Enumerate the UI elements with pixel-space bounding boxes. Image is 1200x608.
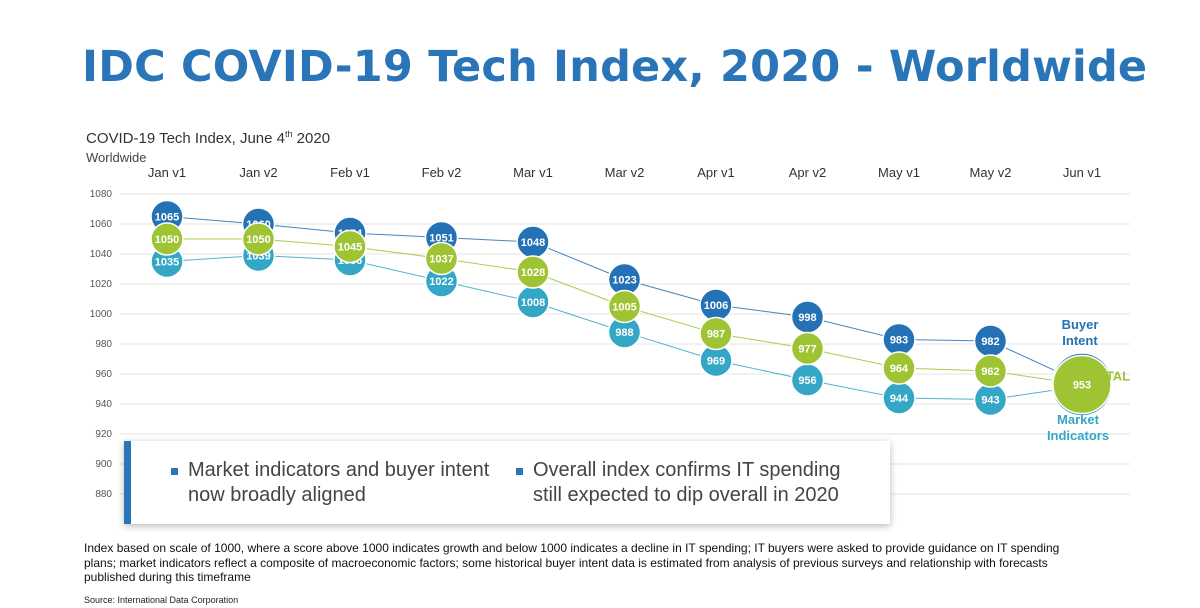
x-tick-label: Jan v1	[148, 165, 186, 180]
x-tick-label: Mar v1	[513, 165, 553, 180]
x-tick-label: Jan v2	[239, 165, 277, 180]
subtitle-sup: th	[285, 129, 293, 139]
data-label: 987	[707, 329, 725, 341]
y-tick-label: 880	[95, 489, 112, 500]
data-point	[607, 289, 642, 324]
x-tick-label: May v2	[970, 165, 1012, 180]
data-label: 1065	[155, 212, 179, 224]
data-label: 943	[981, 395, 999, 407]
data-point	[516, 255, 550, 289]
data-point	[241, 222, 276, 256]
data-label: 983	[890, 335, 908, 347]
data-label: 1051	[429, 233, 453, 245]
data-label: 1028	[521, 267, 545, 279]
data-point	[333, 229, 367, 264]
series-label-total: TOTAL	[1088, 369, 1130, 384]
series-label-market-indicators: Market	[1057, 412, 1100, 427]
data-point	[790, 331, 825, 366]
x-tick-label: Jun v1	[1063, 165, 1101, 180]
subtitle-year: 2020	[292, 130, 331, 147]
data-label: 988	[615, 327, 633, 339]
callout-box: Market indicators and buyer intent now b…	[124, 441, 890, 524]
data-label: 1048	[521, 237, 545, 249]
callout-bullet-1: Market indicators and buyer intent now b…	[171, 458, 518, 508]
y-tick-label: 1040	[90, 249, 113, 260]
x-tick-label: Feb v1	[330, 165, 370, 180]
y-tick-label: 1020	[90, 279, 113, 290]
callout-bullet-1-text: Market indicators and buyer intent now b…	[188, 459, 490, 506]
data-label: 1005	[612, 302, 636, 314]
data-point	[699, 316, 733, 351]
y-tick-label: 1000	[90, 309, 113, 320]
x-tick-label: Apr v1	[697, 165, 735, 180]
data-label: 964	[890, 363, 909, 375]
data-label: 1037	[429, 254, 453, 266]
x-tick-label: Apr v2	[789, 165, 827, 180]
data-label: 1045	[338, 242, 362, 254]
data-point	[973, 354, 1008, 388]
x-tick-label: Feb v2	[422, 165, 462, 180]
subtitle-main: COVID-19 Tech Index, June 4	[86, 130, 285, 147]
data-label: 1050	[246, 234, 270, 246]
series-label-buyer-intent: Intent	[1062, 333, 1098, 348]
source-note: Source: International Data Corporation	[84, 595, 239, 605]
data-label: 982	[981, 336, 999, 348]
y-tick-label: 920	[95, 429, 112, 440]
data-point	[882, 351, 916, 385]
chart-subtitle: COVID-19 Tech Index, June 4th 2020	[86, 129, 330, 147]
series-label-market-indicators: Indicators	[1047, 428, 1109, 443]
chart-region: Worldwide	[86, 150, 147, 165]
data-point	[150, 222, 184, 256]
bullet-square-icon	[516, 468, 523, 475]
y-tick-label: 1060	[90, 219, 113, 230]
bullet-square-icon	[171, 468, 178, 475]
data-label: 969	[707, 356, 725, 368]
x-tick-label: Mar v2	[605, 165, 645, 180]
series-label-buyer-intent: Buyer	[1062, 317, 1099, 332]
data-label: 1023	[612, 275, 636, 287]
data-label: 1022	[429, 276, 453, 288]
data-point	[424, 241, 459, 276]
y-tick-label: 900	[95, 459, 112, 470]
x-tick-label: May v1	[878, 165, 920, 180]
data-label: 977	[798, 344, 816, 356]
y-tick-label: 1080	[90, 189, 113, 200]
data-label: 956	[798, 375, 816, 387]
footnote: Index based on scale of 1000, where a sc…	[84, 541, 1060, 584]
y-tick-label: 940	[95, 399, 112, 410]
y-tick-label: 980	[95, 339, 112, 350]
callout-bullet-2-text: Overall index confirms IT spending still…	[533, 459, 841, 506]
data-label: 944	[890, 393, 909, 405]
data-label: 1006	[704, 300, 728, 312]
data-label: 1050	[155, 234, 179, 246]
data-label: 1008	[521, 297, 545, 309]
data-label: 1035	[155, 257, 179, 269]
page-title: IDC COVID-19 Tech Index, 2020 - Worldwid…	[82, 42, 1148, 92]
data-label: 953	[1073, 380, 1091, 392]
y-tick-label: 960	[95, 369, 112, 380]
data-label: 998	[798, 312, 816, 324]
data-label: 962	[981, 366, 999, 378]
data-point	[1052, 354, 1112, 415]
tech-index-chart: 880 900 920 940 960 980 1000 1020 1040 1060 1080 Ja…	[90, 165, 1130, 500]
callout-bullet-2: Overall index confirms IT spending still…	[516, 458, 873, 508]
